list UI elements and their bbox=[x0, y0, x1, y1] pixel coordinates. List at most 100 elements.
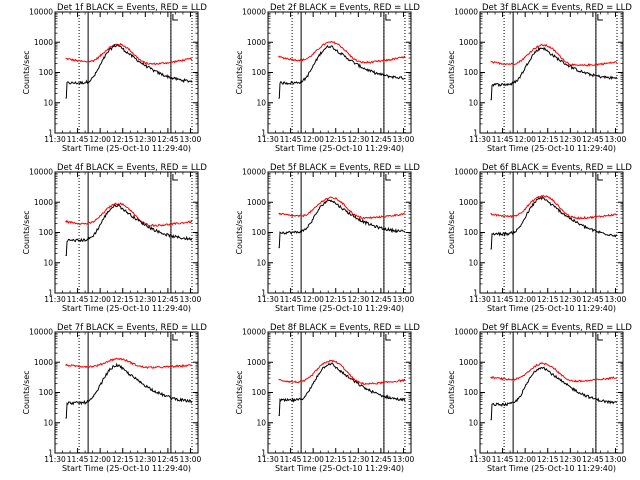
x-tick-label: 12:00 bbox=[514, 455, 536, 464]
x-tick-label: 12:30 bbox=[560, 135, 582, 144]
plot-frame bbox=[54, 331, 199, 454]
x-tick-label: 12:30 bbox=[348, 455, 370, 464]
corner-bracket-mark bbox=[597, 174, 603, 181]
plot-frame bbox=[54, 171, 199, 294]
y-tick-label: 10000 bbox=[242, 328, 266, 337]
y-tick-label: 10 bbox=[256, 98, 266, 107]
x-axis-label: Start Time (25-Oct-10 11:29:40) bbox=[487, 144, 616, 153]
y-tick-label: 10000 bbox=[29, 168, 53, 177]
y-tick-label: 10 bbox=[43, 258, 53, 267]
x-tick-label: 11:45 bbox=[492, 455, 514, 464]
y-axis-label: Counts/sec bbox=[447, 210, 456, 254]
events-series-line bbox=[278, 44, 406, 99]
panel-title: Det 6f BLACK = Events, RED = LLD bbox=[482, 163, 632, 173]
x-tick-label: 12:45 bbox=[370, 295, 392, 304]
y-axis-label: Counts/sec bbox=[235, 50, 244, 94]
y-axis-label: Counts/sec bbox=[22, 50, 31, 94]
x-tick-label: 12:15 bbox=[112, 295, 134, 304]
x-tick-label: 12:30 bbox=[348, 135, 370, 144]
y-tick-label: 1 bbox=[261, 129, 266, 138]
y-tick-label: 100 bbox=[252, 68, 267, 77]
x-tick-label: 12:00 bbox=[89, 455, 111, 464]
lld-series-line bbox=[278, 196, 406, 220]
y-axis-label: Counts/sec bbox=[22, 370, 31, 414]
plot-frame bbox=[54, 11, 199, 134]
x-axis-label: Start Time (25-Oct-10 11:29:40) bbox=[275, 304, 404, 313]
y-tick-label: 100 bbox=[464, 68, 479, 77]
y-tick-label: 1000 bbox=[247, 38, 266, 47]
y-tick-label: 10 bbox=[468, 98, 478, 107]
x-axis-label: Start Time (25-Oct-10 11:29:40) bbox=[62, 464, 191, 473]
x-tick-label: 12:15 bbox=[325, 135, 347, 144]
x-tick-label: 12:00 bbox=[302, 135, 324, 144]
x-axis-label: Start Time (25-Oct-10 11:29:40) bbox=[62, 304, 191, 313]
x-tick-label: 12:15 bbox=[112, 455, 134, 464]
events-series-line bbox=[278, 362, 406, 416]
x-tick-label: 13:00 bbox=[180, 455, 202, 464]
corner-bracket-mark bbox=[172, 174, 178, 181]
y-tick-label: 10 bbox=[468, 418, 478, 427]
x-tick-label: 12:45 bbox=[582, 455, 604, 464]
x-tick-label: 11:30 bbox=[44, 455, 66, 464]
x-axis-label: Start Time (25-Oct-10 11:29:40) bbox=[487, 464, 616, 473]
y-tick-label: 1 bbox=[473, 289, 478, 298]
lld-series-line bbox=[65, 357, 193, 369]
corner-bracket-mark bbox=[597, 334, 603, 341]
y-tick-label: 1000 bbox=[459, 358, 478, 367]
events-series-line bbox=[490, 366, 618, 421]
x-tick-label: 11:45 bbox=[67, 295, 89, 304]
y-tick-label: 1000 bbox=[34, 198, 53, 207]
x-tick-label: 11:30 bbox=[469, 135, 491, 144]
x-tick-label: 12:45 bbox=[157, 455, 179, 464]
x-tick-label: 12:15 bbox=[112, 135, 134, 144]
y-tick-label: 10 bbox=[43, 98, 53, 107]
y-axis-label: Counts/sec bbox=[447, 370, 456, 414]
plot-frame bbox=[267, 11, 412, 134]
y-tick-label: 10 bbox=[468, 258, 478, 267]
x-tick-label: 11:45 bbox=[280, 135, 302, 144]
x-tick-label: 12:00 bbox=[514, 135, 536, 144]
x-tick-label: 11:30 bbox=[469, 455, 491, 464]
x-tick-label: 13:00 bbox=[180, 135, 202, 144]
detector-panel: Det 1f BLACK = Events, RED = LLD 1 10 100 10… bbox=[22, 3, 207, 153]
x-tick-label: 12:00 bbox=[514, 295, 536, 304]
y-tick-label: 10 bbox=[256, 418, 266, 427]
x-tick-label: 13:00 bbox=[393, 135, 415, 144]
lld-series-line bbox=[490, 43, 618, 67]
y-tick-label: 1000 bbox=[459, 198, 478, 207]
y-tick-label: 1 bbox=[473, 449, 478, 458]
lld-series-line bbox=[65, 42, 193, 66]
x-tick-label: 13:00 bbox=[180, 295, 202, 304]
events-series-line bbox=[490, 46, 618, 101]
y-axis-label: Counts/sec bbox=[235, 370, 244, 414]
y-tick-label: 100 bbox=[252, 228, 267, 237]
y-tick-label: 100 bbox=[252, 388, 267, 397]
y-tick-label: 10000 bbox=[242, 168, 266, 177]
x-tick-label: 12:30 bbox=[560, 455, 582, 464]
y-tick-label: 1000 bbox=[247, 358, 266, 367]
y-tick-label: 10 bbox=[256, 258, 266, 267]
x-tick-label: 11:30 bbox=[257, 295, 279, 304]
y-tick-label: 1 bbox=[48, 289, 53, 298]
corner-bracket-mark bbox=[385, 14, 391, 21]
x-tick-label: 12:15 bbox=[537, 455, 559, 464]
panel-title: Det 9f BLACK = Events, RED = LLD bbox=[482, 323, 632, 333]
panel-title: Det 7f BLACK = Events, RED = LLD bbox=[57, 323, 207, 333]
x-tick-label: 11:30 bbox=[469, 295, 491, 304]
x-tick-label: 12:45 bbox=[157, 135, 179, 144]
y-tick-label: 10000 bbox=[242, 8, 266, 17]
x-tick-label: 11:45 bbox=[492, 135, 514, 144]
y-tick-label: 1 bbox=[261, 449, 266, 458]
detector-panel: Det 9f BLACK = Events, RED = LLD 1 10 100 10… bbox=[447, 323, 632, 473]
panel-title: Det 1f BLACK = Events, RED = LLD bbox=[57, 3, 207, 13]
x-tick-label: 11:45 bbox=[67, 455, 89, 464]
x-tick-label: 13:00 bbox=[605, 455, 627, 464]
plot-frame bbox=[267, 171, 412, 294]
x-axis-label: Start Time (25-Oct-10 11:29:40) bbox=[275, 144, 404, 153]
x-axis-label: Start Time (25-Oct-10 11:29:40) bbox=[62, 144, 191, 153]
y-tick-label: 10000 bbox=[454, 168, 478, 177]
x-tick-label: 11:45 bbox=[280, 455, 302, 464]
x-tick-label: 12:30 bbox=[135, 455, 157, 464]
x-tick-label: 11:30 bbox=[44, 295, 66, 304]
